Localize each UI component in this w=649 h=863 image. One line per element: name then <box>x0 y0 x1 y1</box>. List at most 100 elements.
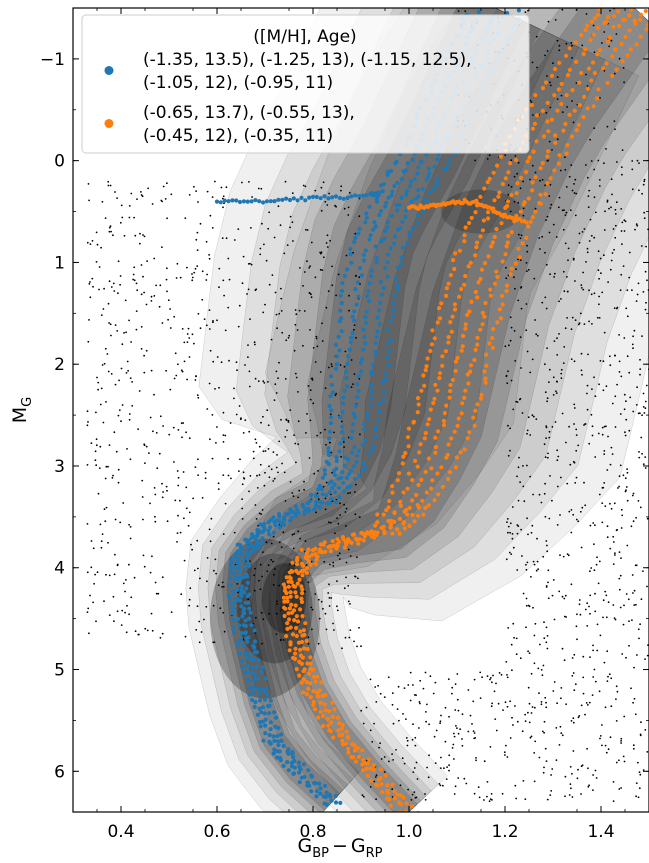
isochrone-point <box>448 383 453 388</box>
field-star <box>524 713 526 716</box>
field-star <box>344 636 347 639</box>
isochrone-point <box>356 374 361 379</box>
isochrone-point <box>334 466 339 471</box>
isochrone-point <box>246 685 252 691</box>
isochrone-point <box>247 592 252 597</box>
field-star <box>540 669 543 671</box>
field-star <box>527 268 530 271</box>
field-star <box>195 238 198 241</box>
isochrone-point <box>364 215 369 220</box>
field-star <box>338 552 341 555</box>
field-star <box>387 676 390 679</box>
field-star <box>519 259 522 262</box>
field-star <box>570 328 573 331</box>
y-tick-label: 2 <box>54 355 65 375</box>
field-star <box>618 485 620 488</box>
isochrone-point <box>458 450 463 455</box>
field-star <box>569 783 572 785</box>
field-star <box>428 754 430 757</box>
field-star <box>161 200 164 203</box>
field-star <box>602 616 604 619</box>
isochrone-point <box>293 590 298 595</box>
field-star <box>248 370 251 373</box>
field-star <box>560 377 563 379</box>
field-star <box>222 195 225 198</box>
isochrone-point <box>292 584 298 589</box>
field-star <box>294 372 297 375</box>
field-star <box>541 730 544 733</box>
field-star <box>150 612 153 615</box>
field-star <box>247 598 250 601</box>
field-star <box>193 185 195 188</box>
density-band-0-1 <box>198 8 606 812</box>
isochrone-point <box>419 159 424 164</box>
isochrone-point <box>604 61 609 66</box>
isochrone-point <box>389 213 395 218</box>
isochrone-point <box>339 475 344 480</box>
field-star <box>626 468 628 470</box>
isochrone-point <box>341 401 346 406</box>
isochrone-point <box>383 773 388 778</box>
isochrone-point <box>525 159 530 164</box>
isochrone-point <box>350 314 355 319</box>
isochrone-point <box>231 588 236 594</box>
field-star <box>507 370 509 373</box>
field-star <box>529 99 532 102</box>
field-star <box>631 160 634 162</box>
isochrone-point <box>361 538 366 543</box>
isochrone-point <box>514 191 519 196</box>
field-star <box>613 307 616 309</box>
isochrone-point <box>504 244 509 249</box>
isochrone-point <box>403 214 408 219</box>
field-star <box>511 716 513 719</box>
field-star <box>406 739 409 742</box>
field-star <box>608 673 611 676</box>
isochrone-point <box>308 562 313 568</box>
field-star <box>565 441 567 444</box>
isochrone-point <box>281 743 286 749</box>
field-star <box>205 324 208 327</box>
isochrone-point <box>267 532 272 537</box>
isochrone-point <box>478 327 483 332</box>
field-star <box>570 164 573 167</box>
isochrone-point <box>253 639 258 644</box>
field-star <box>262 450 265 453</box>
field-star <box>564 327 567 330</box>
field-star <box>95 261 98 263</box>
field-star <box>90 442 93 445</box>
isochrone-point <box>228 576 233 581</box>
isochrone-point <box>517 255 522 260</box>
isochrone-point <box>367 237 372 242</box>
field-star <box>255 518 258 520</box>
field-star <box>294 323 297 326</box>
field-star <box>639 358 641 361</box>
isochrone-point <box>245 639 250 645</box>
isochrone-point <box>244 586 249 591</box>
field-star <box>237 591 240 594</box>
isochrone-point <box>395 792 400 797</box>
field-star <box>453 793 456 795</box>
isochrone-point <box>453 251 458 256</box>
field-star <box>620 742 622 744</box>
field-star <box>578 241 581 244</box>
field-star <box>525 563 527 566</box>
field-star <box>526 517 528 520</box>
field-star <box>544 363 546 366</box>
isochrone-point <box>390 531 395 536</box>
field-star <box>645 245 647 248</box>
field-star <box>577 444 580 447</box>
field-star <box>302 344 304 347</box>
isochrone-point <box>610 73 615 78</box>
field-star <box>345 576 347 579</box>
field-star <box>197 201 199 203</box>
isochrone-point <box>295 562 300 567</box>
field-star <box>247 356 249 358</box>
isochrone-point <box>478 396 483 401</box>
field-star <box>161 632 164 635</box>
isochrone-point <box>435 388 440 393</box>
field-star <box>307 385 310 387</box>
field-star <box>622 265 625 267</box>
x-tick-label: 0.8 <box>299 822 326 842</box>
field-star <box>618 577 621 580</box>
isochrone-point <box>496 194 501 199</box>
